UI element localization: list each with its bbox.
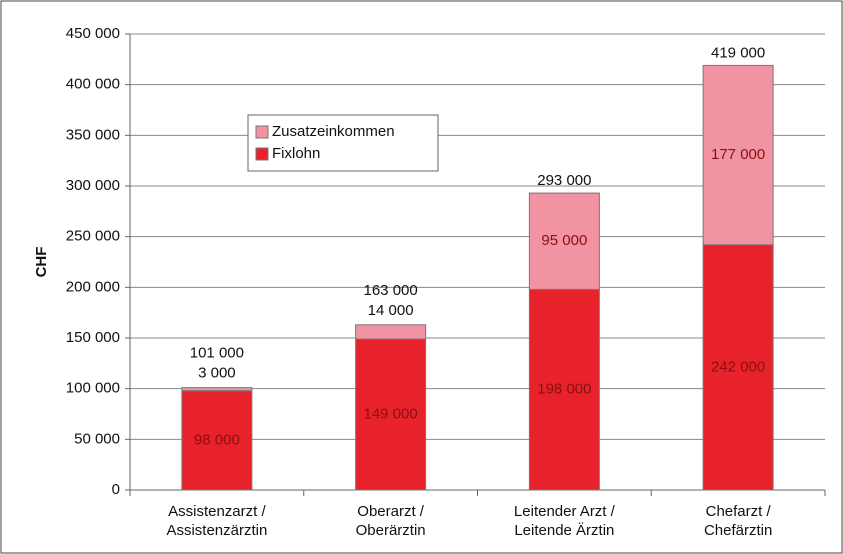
value-label: 242 000 [711, 358, 765, 375]
bar-segment [702, 244, 774, 491]
y-tick-label: 300 000 [66, 177, 120, 194]
y-tick-label: 50 000 [74, 430, 120, 447]
x-tick-label: Leitender Arzt / Leitende Ärztin [513, 503, 615, 539]
bar-segment [528, 192, 600, 290]
y-axis-label: CHF [33, 247, 50, 278]
value-label: 14 000 [368, 302, 414, 319]
y-tick-label: 100 000 [66, 380, 120, 397]
y-tick-label: 150 000 [66, 329, 120, 346]
bar-segment [528, 288, 600, 491]
total-label: 293 000 [537, 172, 591, 189]
x-tick-label: Chefarzt / Chefärztin [703, 503, 773, 539]
legend-box [247, 114, 439, 172]
x-tick-label: Oberarzt / Oberärztin [355, 503, 426, 539]
total-label: 163 000 [364, 282, 418, 299]
value-label: 98 000 [194, 431, 240, 448]
value-label: 95 000 [541, 232, 587, 249]
value-label: 3 000 [198, 365, 236, 382]
total-label: 419 000 [711, 44, 765, 61]
value-label: 149 000 [364, 405, 418, 422]
value-label: 198 000 [537, 381, 591, 398]
y-tick-label: 450 000 [66, 25, 120, 42]
y-tick-label: 0 [112, 481, 120, 498]
bar-segment [181, 390, 253, 491]
y-tick-label: 400 000 [66, 76, 120, 93]
y-tick-label: 350 000 [66, 126, 120, 143]
x-tick-label: Assistenzarzt / Assistenzärztin [166, 503, 268, 539]
legend-label: Zusatzeinkommen [272, 123, 395, 140]
value-label: 177 000 [711, 146, 765, 163]
bar-segment [355, 324, 427, 340]
bar-segment [702, 64, 774, 246]
legend-swatch [255, 147, 269, 161]
bar-segment [181, 387, 253, 392]
y-tick-label: 200 000 [66, 278, 120, 295]
y-tick-label: 250 000 [66, 228, 120, 245]
legend-swatch [255, 125, 269, 139]
legend-label: Fixlohn [272, 145, 320, 162]
total-label: 101 000 [190, 345, 244, 362]
